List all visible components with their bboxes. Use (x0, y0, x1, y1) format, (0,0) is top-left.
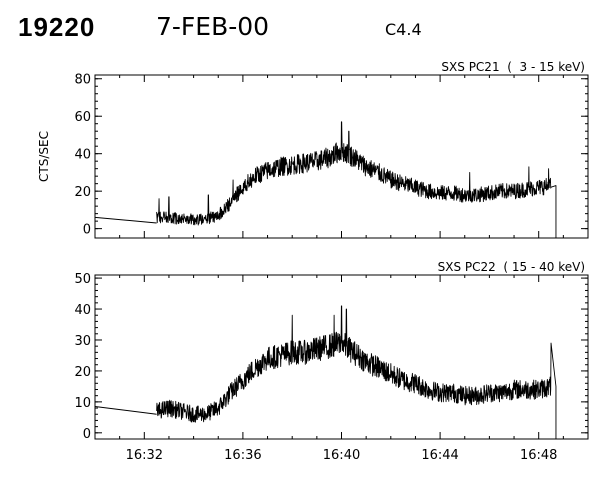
y-tick-label: 40 (74, 303, 91, 318)
y-tick-label: 10 (74, 396, 91, 411)
x-tick-label: 16:40 (323, 448, 360, 463)
x-tick-label: 16:36 (224, 448, 261, 463)
panel-pc22: SXS PC22 ( 15 - 40 keV) 0 10 20 30 40 50 16:32 1… (74, 260, 589, 463)
count-rate-trace (156, 305, 557, 439)
x-tick-label: 16:44 (421, 448, 458, 463)
event-id: 19220 (18, 12, 96, 42)
y-tick-label: 0 (83, 223, 91, 238)
flare-class: C4.4 (385, 20, 422, 39)
plot-frame (94, 274, 589, 440)
y-tick-label: 40 (74, 148, 91, 163)
x-tick-label: 16:32 (126, 448, 163, 463)
gap-interpolation-line (94, 406, 157, 415)
y-tick-label: 0 (83, 427, 91, 442)
panel-pc21: SXS PC21 ( 3 - 15 keV) CTS/SEC 0 20 40 60 80 (37, 60, 589, 239)
y-tick-label: 30 (74, 334, 91, 349)
y-axis-label: CTS/SEC (37, 131, 51, 182)
count-rate-trace (156, 121, 557, 238)
x-tick-label: 16:48 (520, 448, 557, 463)
y-tick-label: 80 (74, 73, 91, 88)
y-tick-label: 60 (74, 110, 91, 125)
y-tick-label: 20 (74, 365, 91, 380)
y-tick-label: 50 (74, 272, 91, 287)
y-tick-label: 20 (74, 185, 91, 200)
panel-title: SXS PC21 ( 3 - 15 keV) (441, 60, 585, 74)
gap-interpolation-line (94, 216, 157, 224)
panel-title: SXS PC22 ( 15 - 40 keV) (438, 260, 585, 274)
event-date: 7-FEB-00 (156, 12, 270, 41)
